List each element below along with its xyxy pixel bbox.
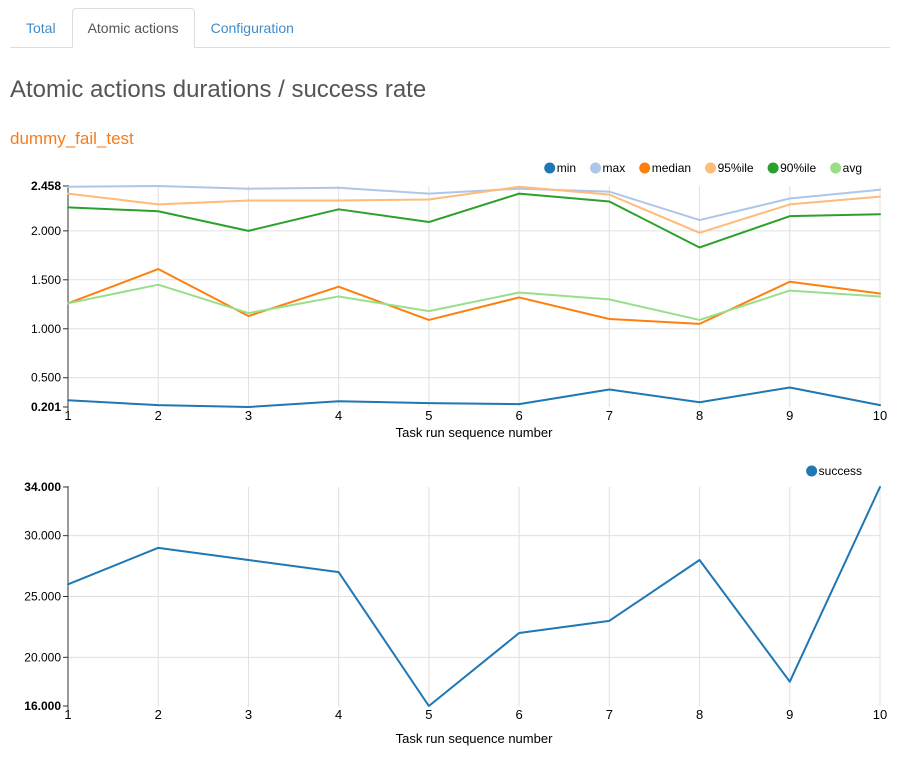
legend-dot-success[interactable] xyxy=(806,465,818,477)
series-line-min xyxy=(67,386,881,408)
x-tick-label: 1 xyxy=(64,408,71,423)
series-line-95-ile xyxy=(67,185,881,234)
x-tick-label: 8 xyxy=(696,707,703,722)
y-tick-label: 16.000 xyxy=(24,699,61,713)
x-tick-label: 3 xyxy=(245,408,252,423)
legend-label-90-ile[interactable]: 90%ile xyxy=(780,161,816,175)
legend-dot-95-ile[interactable] xyxy=(705,162,717,174)
legend-label-min[interactable]: min xyxy=(557,161,576,175)
legend-dot-median[interactable] xyxy=(639,162,651,174)
y-tick-label: 25.000 xyxy=(24,590,61,604)
legend-dot-avg[interactable] xyxy=(830,162,842,174)
x-tick-label: 2 xyxy=(155,707,162,722)
page-title: Atomic actions durations / success rate xyxy=(10,76,427,103)
legend-label-median[interactable]: median xyxy=(652,161,691,175)
y-tick-label: 30.000 xyxy=(24,529,61,543)
x-tick-label: 8 xyxy=(696,408,703,423)
x-tick-label: 9 xyxy=(786,707,793,722)
x-tick-label: 10 xyxy=(873,408,887,423)
legend-dot-min[interactable] xyxy=(544,162,556,174)
y-tick-label: 1.000 xyxy=(31,322,61,336)
series-line-90-ile xyxy=(67,192,881,249)
tab-atomic-actions[interactable]: Atomic actions xyxy=(71,8,195,48)
x-tick-label: 7 xyxy=(606,408,613,423)
series-line-median xyxy=(67,268,881,325)
tab-configuration[interactable]: Configuration xyxy=(210,20,294,36)
scenario-title: dummy_fail_test xyxy=(10,129,134,148)
legend-label-success[interactable]: success xyxy=(819,464,862,478)
y-tick-label: 1.500 xyxy=(31,273,61,287)
legend-label-avg[interactable]: avg xyxy=(843,161,862,175)
legend-label-max[interactable]: max xyxy=(603,161,626,175)
tab-total[interactable]: Total xyxy=(26,20,56,36)
series-line-success xyxy=(67,486,881,707)
x-tick-label: 9 xyxy=(786,408,793,423)
legend-label-95-ile[interactable]: 95%ile xyxy=(718,161,754,175)
y-tick-label: 0.500 xyxy=(31,371,61,385)
x-tick-label: 2 xyxy=(155,408,162,423)
x-tick-label: 5 xyxy=(425,707,432,722)
y-tick-label: 0.201 xyxy=(31,400,61,414)
y-tick-label: 2.458 xyxy=(31,179,61,193)
y-tick-label: 2.000 xyxy=(31,224,61,238)
series-line-avg xyxy=(67,283,881,321)
series-line-max xyxy=(67,185,881,222)
y-tick-label: 34.000 xyxy=(24,480,61,494)
x-tick-label: 10 xyxy=(873,707,887,722)
x-tick-label: 4 xyxy=(335,707,342,722)
x-axis-title: Task run sequence number xyxy=(396,731,553,746)
y-tick-label: 20.000 xyxy=(24,650,61,664)
x-tick-label: 6 xyxy=(515,707,522,722)
x-axis-title: Task run sequence number xyxy=(396,425,553,440)
x-tick-label: 7 xyxy=(606,707,613,722)
legend-dot-90-ile[interactable] xyxy=(767,162,779,174)
x-tick-label: 4 xyxy=(335,408,342,423)
x-tick-label: 3 xyxy=(245,707,252,722)
tab-bar: Total Atomic actions Configuration xyxy=(10,0,890,48)
x-tick-label: 6 xyxy=(515,408,522,423)
legend-dot-max[interactable] xyxy=(590,162,602,174)
x-tick-label: 5 xyxy=(425,408,432,423)
x-tick-label: 1 xyxy=(64,707,71,722)
